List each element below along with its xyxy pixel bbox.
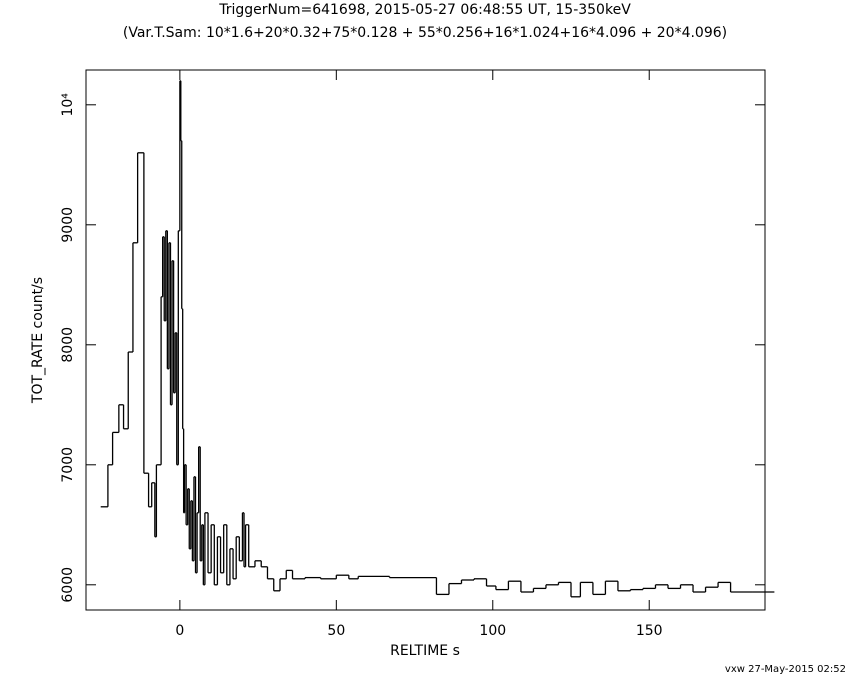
chart-title: TriggerNum=641698, 2015-05-27 06:48:55 U…: [218, 2, 631, 18]
chart-subtitle: (Var.T.Sam: 10*1.6+20*0.32+75*0.128 + 55…: [123, 25, 727, 41]
x-tick-label: 50: [327, 623, 345, 639]
y-tick-label: 7000: [60, 447, 76, 483]
x-axis-label: RELTIME s: [390, 643, 460, 659]
y-tick-label: 10⁴: [60, 93, 76, 117]
y-tick-label: 8000: [60, 327, 76, 363]
x-tick-label: 100: [479, 623, 506, 639]
footer: vxw 27-May-2015 02:52: [725, 664, 846, 675]
y-axis-label: TOT_RATE count/s: [30, 277, 46, 404]
x-tick-label: 150: [636, 623, 663, 639]
x-tick-label: 0: [175, 623, 184, 639]
y-tick-label: 9000: [60, 207, 76, 243]
plot-frame: [85, 69, 766, 611]
y-tick-label: 6000: [60, 567, 76, 603]
